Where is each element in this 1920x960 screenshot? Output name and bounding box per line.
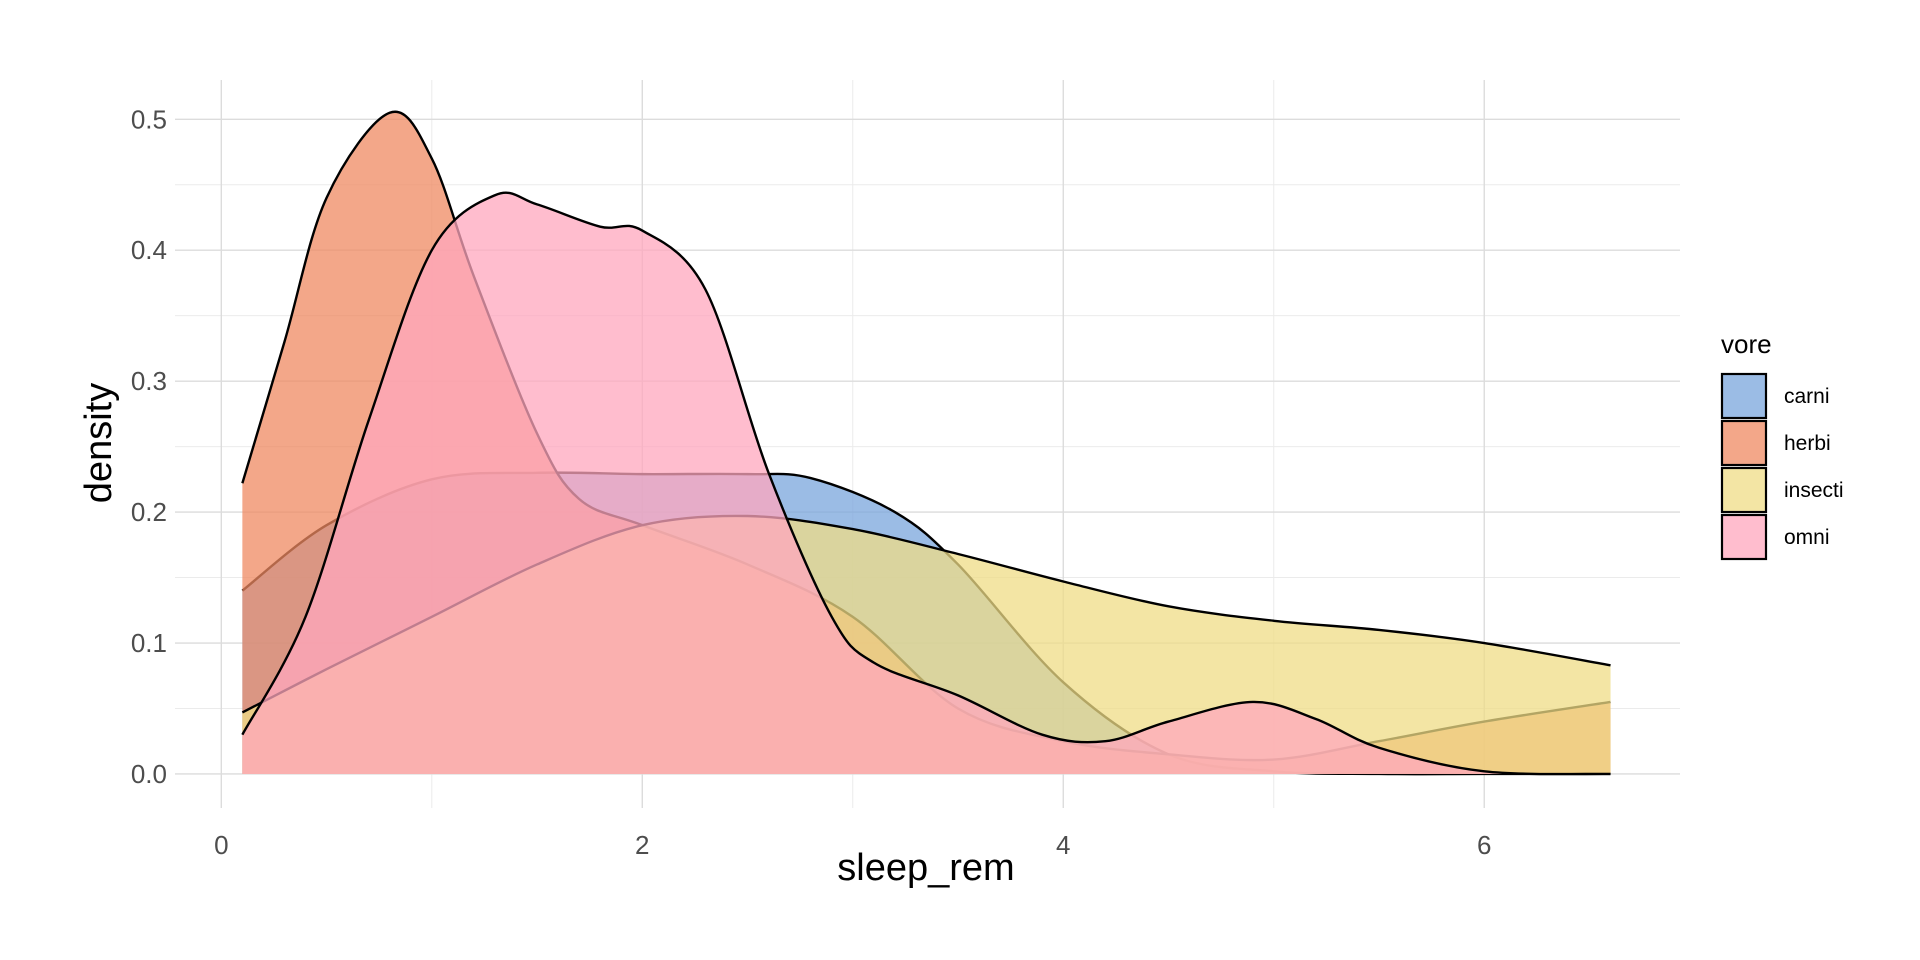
legend-item-omni: omni: [1720, 513, 1830, 561]
x-tick-label: 0: [214, 830, 228, 860]
x-axis-title: sleep_rem: [837, 847, 1014, 889]
legend-items: carni herbi insecti omni: [1720, 372, 1844, 561]
legend-label-insecti: insecti: [1784, 479, 1844, 502]
legend: vore carni herbi insecti omni: [1720, 329, 1844, 561]
y-tick-label: 0.1: [131, 628, 167, 658]
density-area-omni: [242, 192, 1611, 775]
legend-title: vore: [1721, 329, 1772, 359]
y-tick-label: 0.2: [131, 497, 167, 527]
legend-item-insecti: insecti: [1720, 466, 1844, 514]
legend-item-carni: carni: [1720, 372, 1830, 420]
y-tick-label: 0.3: [131, 366, 167, 396]
legend-key-omni: [1720, 513, 1768, 561]
tick-labels: 0 2 4 6 0.0 0.1 0.2 0.3 0.4 0.5: [131, 104, 1492, 860]
density-areas: [241, 110, 1611, 776]
legend-key-carni: [1720, 372, 1768, 420]
legend-key-insecti: [1720, 466, 1768, 514]
y-tick-label: 0.0: [131, 759, 167, 789]
x-tick-label: 2: [635, 830, 649, 860]
legend-label-omni: omni: [1784, 526, 1830, 549]
x-tick-label: 4: [1056, 830, 1070, 860]
legend-label-carni: carni: [1784, 385, 1830, 408]
legend-label-herbi: herbi: [1784, 432, 1831, 455]
x-tick-label: 6: [1477, 830, 1491, 860]
legend-key-herbi: [1720, 419, 1768, 467]
density-line-omni: [241, 191, 1611, 776]
y-tick-label: 0.4: [131, 235, 167, 265]
y-tick-label: 0.5: [131, 104, 167, 134]
y-axis-title: density: [78, 383, 120, 503]
legend-item-herbi: herbi: [1720, 419, 1831, 467]
